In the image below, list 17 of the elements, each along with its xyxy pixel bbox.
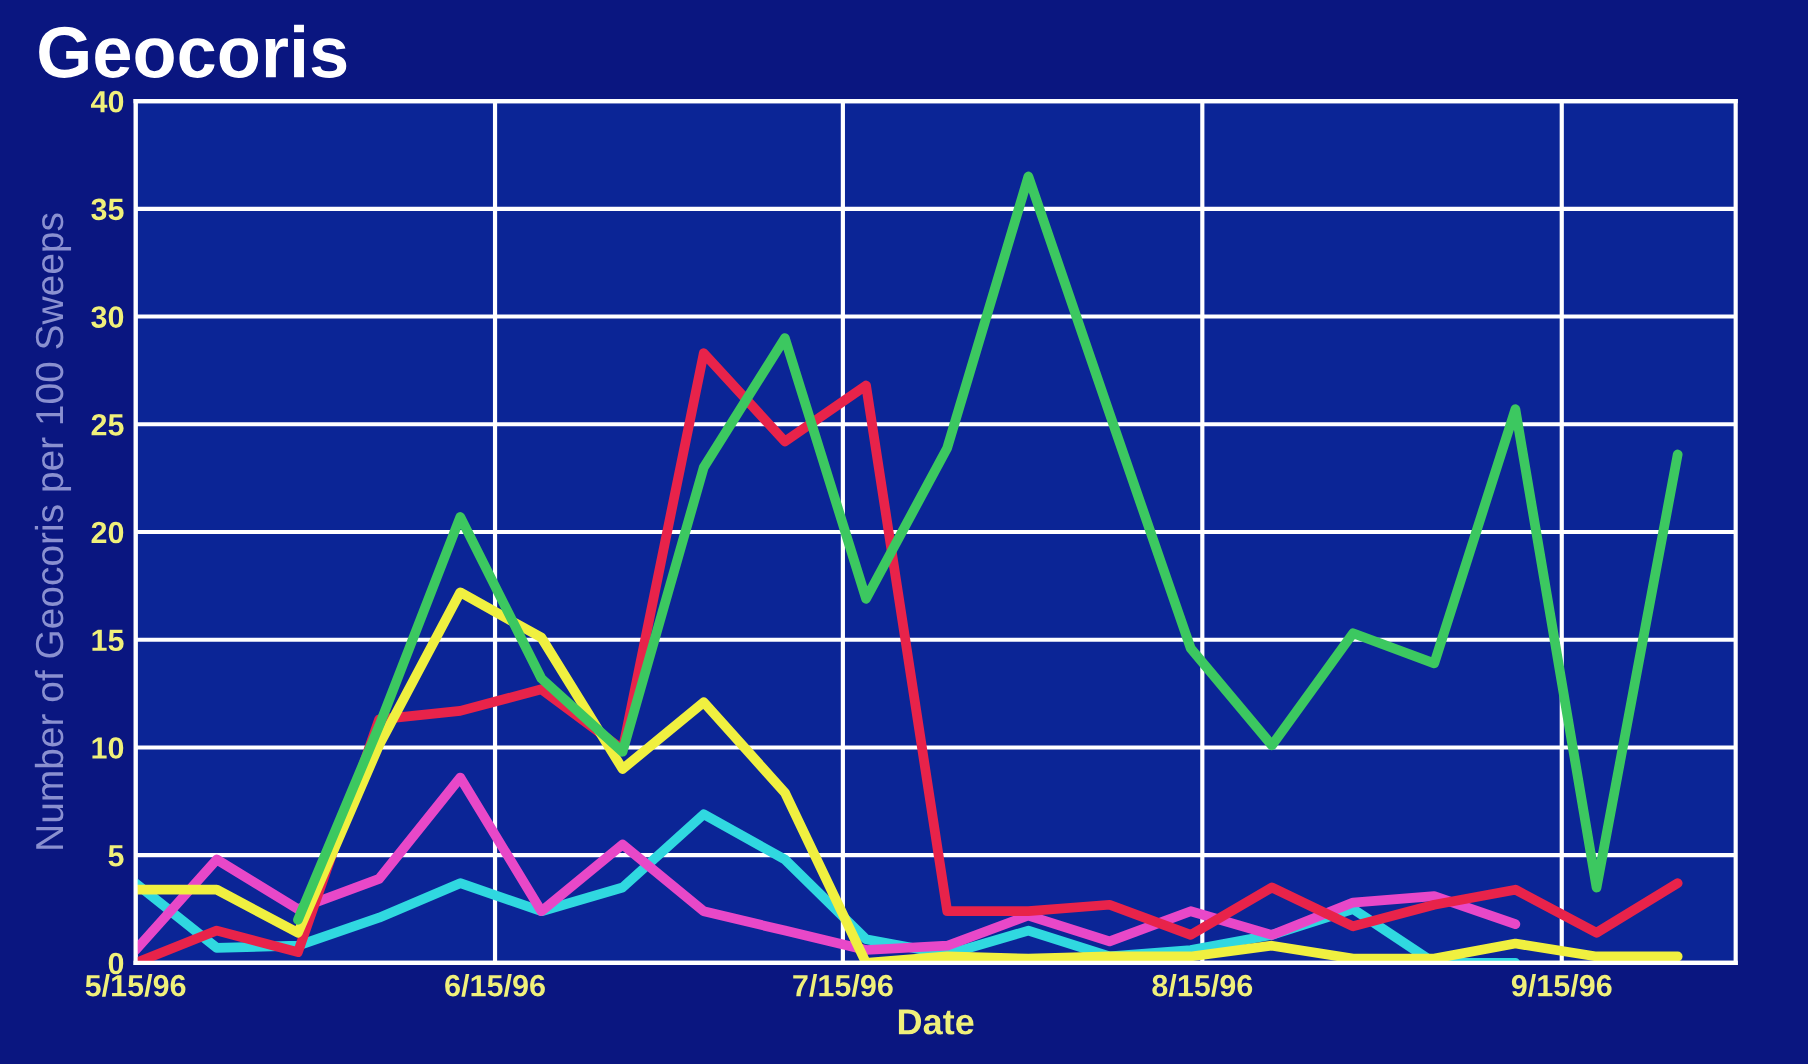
y-tick-label: 0 xyxy=(108,952,124,975)
y-tick-label: 5 xyxy=(108,845,124,867)
y-tick-label: 30 xyxy=(91,306,124,328)
y-tick-label: 20 xyxy=(91,521,124,544)
y-tick-label: 35 xyxy=(91,198,124,221)
y-tick-label: 40 xyxy=(90,90,124,113)
y-axis-title: Number of Geocoris per 100 Sweeps xyxy=(34,213,72,849)
x-tick-label: 6/15/96 xyxy=(445,974,545,997)
x-tick-label: 7/15/96 xyxy=(793,974,893,997)
y-tick-label: 15 xyxy=(92,629,124,652)
y-tick-label: 25 xyxy=(91,414,124,436)
x-tick-label: 8/15/96 xyxy=(1152,974,1253,997)
x-tick-label: 9/15/96 xyxy=(1511,974,1612,997)
x-tick-label: 5/15/96 xyxy=(85,974,186,997)
x-axis-title: Date xyxy=(898,1009,974,1035)
y-tick-label: 10 xyxy=(92,737,124,759)
chart-title: Geocoris xyxy=(39,24,347,78)
